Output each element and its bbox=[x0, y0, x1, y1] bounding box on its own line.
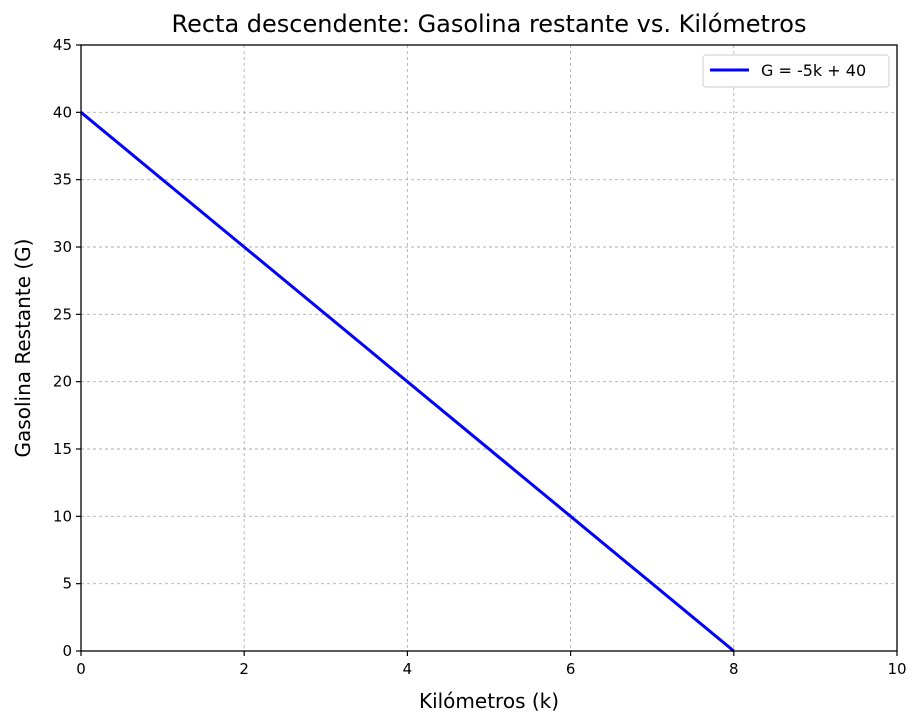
x-axis-ticks: 0 2 4 6 8 10 bbox=[76, 651, 907, 678]
y-tick-label: 5 bbox=[62, 575, 72, 593]
x-tick-label: 6 bbox=[566, 660, 576, 678]
x-tick-label: 0 bbox=[76, 660, 86, 678]
series-layer bbox=[80, 111, 735, 653]
y-axis-title: Gasolina Restante (G) bbox=[11, 239, 35, 458]
grid bbox=[81, 45, 897, 651]
y-tick-label: 25 bbox=[53, 305, 72, 323]
y-tick-label: 30 bbox=[53, 238, 72, 256]
legend: G = -5k + 40 bbox=[702, 54, 890, 88]
x-tick-label: 8 bbox=[729, 660, 739, 678]
legend-box bbox=[702, 54, 890, 88]
x-axis-title: Kilómetros (k) bbox=[419, 689, 559, 713]
x-tick-label: 4 bbox=[403, 660, 413, 678]
x-tick-label: 10 bbox=[887, 660, 906, 678]
x-tick-label: 2 bbox=[239, 660, 249, 678]
legend-label: G = -5k + 40 bbox=[761, 61, 866, 80]
y-tick-label: 40 bbox=[53, 103, 72, 121]
y-tick-label: 20 bbox=[53, 373, 72, 391]
y-tick-label: 45 bbox=[53, 36, 72, 54]
y-tick-label: 35 bbox=[53, 171, 72, 189]
chart-title: Recta descendente: Gasolina restante vs.… bbox=[171, 10, 806, 38]
y-tick-label: 10 bbox=[53, 507, 72, 525]
y-tick-label: 0 bbox=[62, 642, 72, 660]
plot-area-frame bbox=[80, 44, 898, 652]
y-axis-ticks: 0 5 10 15 20 25 30 35 40 45 bbox=[53, 36, 81, 660]
series-line bbox=[80, 111, 735, 653]
y-tick-label: 15 bbox=[53, 440, 72, 458]
